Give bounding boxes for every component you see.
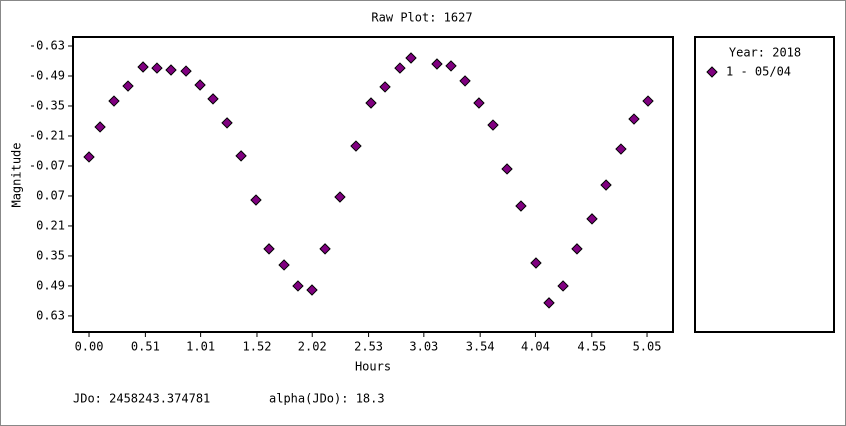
point: [642, 95, 654, 107]
x-axis-label: Hours: [355, 360, 391, 374]
y-axis-label: Magnitude: [10, 142, 24, 207]
point: [445, 60, 457, 72]
point: [221, 117, 233, 129]
legend-box: [694, 36, 835, 333]
legend-marker: [706, 66, 718, 78]
point: [194, 79, 206, 91]
point: [278, 259, 290, 271]
point: [557, 280, 569, 292]
point: [151, 62, 163, 74]
y-tick-label: -0.49: [29, 68, 65, 82]
point: [235, 150, 247, 162]
point: [379, 81, 391, 93]
x-tick-label: 1.52: [243, 340, 272, 354]
point: [487, 119, 499, 131]
annotation: JDo: 2458243.374781: [73, 392, 210, 406]
point: [122, 80, 134, 92]
point: [94, 121, 106, 133]
y-tick-label: -0.35: [29, 98, 65, 112]
point: [137, 61, 149, 73]
point: [165, 64, 177, 76]
point: [405, 52, 417, 64]
point: [334, 191, 346, 203]
point: [600, 179, 612, 191]
point: [365, 97, 377, 109]
y-tick-label: -0.21: [29, 128, 65, 142]
y-tick-label: 0.21: [36, 218, 65, 232]
x-tick-label: 1.01: [186, 340, 215, 354]
point: [473, 97, 485, 109]
annotation: alpha(JDo): 18.3: [269, 392, 385, 406]
point: [628, 113, 640, 125]
point: [306, 284, 318, 296]
plot-area: [72, 36, 674, 333]
x-tick-label: 0.00: [75, 340, 104, 354]
point: [180, 65, 192, 77]
y-tick-label: 0.49: [36, 278, 65, 292]
y-tick-label: -0.63: [29, 38, 65, 52]
point: [515, 200, 527, 212]
point: [431, 58, 443, 70]
x-tick-label: 2.53: [354, 340, 383, 354]
point: [207, 93, 219, 105]
x-tick-label: 5.05: [633, 340, 662, 354]
point: [250, 194, 262, 206]
chart-title: Raw Plot: 1627: [371, 11, 472, 25]
point: [530, 257, 542, 269]
legend-title: Year: 2018: [729, 46, 801, 60]
x-tick-label: 3.54: [466, 340, 495, 354]
point: [319, 243, 331, 255]
legend-label: 1 - 05/04: [726, 65, 791, 79]
x-tick-label: 0.51: [131, 340, 160, 354]
x-tick-label: 4.04: [521, 340, 550, 354]
point: [350, 140, 362, 152]
point: [543, 297, 555, 309]
point: [615, 143, 627, 155]
point: [108, 95, 120, 107]
point: [571, 243, 583, 255]
y-tick-label: 0.07: [36, 188, 65, 202]
y-tick-label: -0.07: [29, 158, 65, 172]
y-tick-label: 0.63: [36, 308, 65, 322]
point: [586, 213, 598, 225]
x-tick-label: 3.03: [409, 340, 438, 354]
point: [459, 75, 471, 87]
y-tick-label: 0.35: [36, 248, 65, 262]
point: [394, 62, 406, 74]
point: [83, 151, 95, 163]
x-tick-label: 2.02: [298, 340, 327, 354]
point: [292, 280, 304, 292]
point: [501, 163, 513, 175]
x-tick-label: 4.55: [577, 340, 606, 354]
point: [263, 243, 275, 255]
